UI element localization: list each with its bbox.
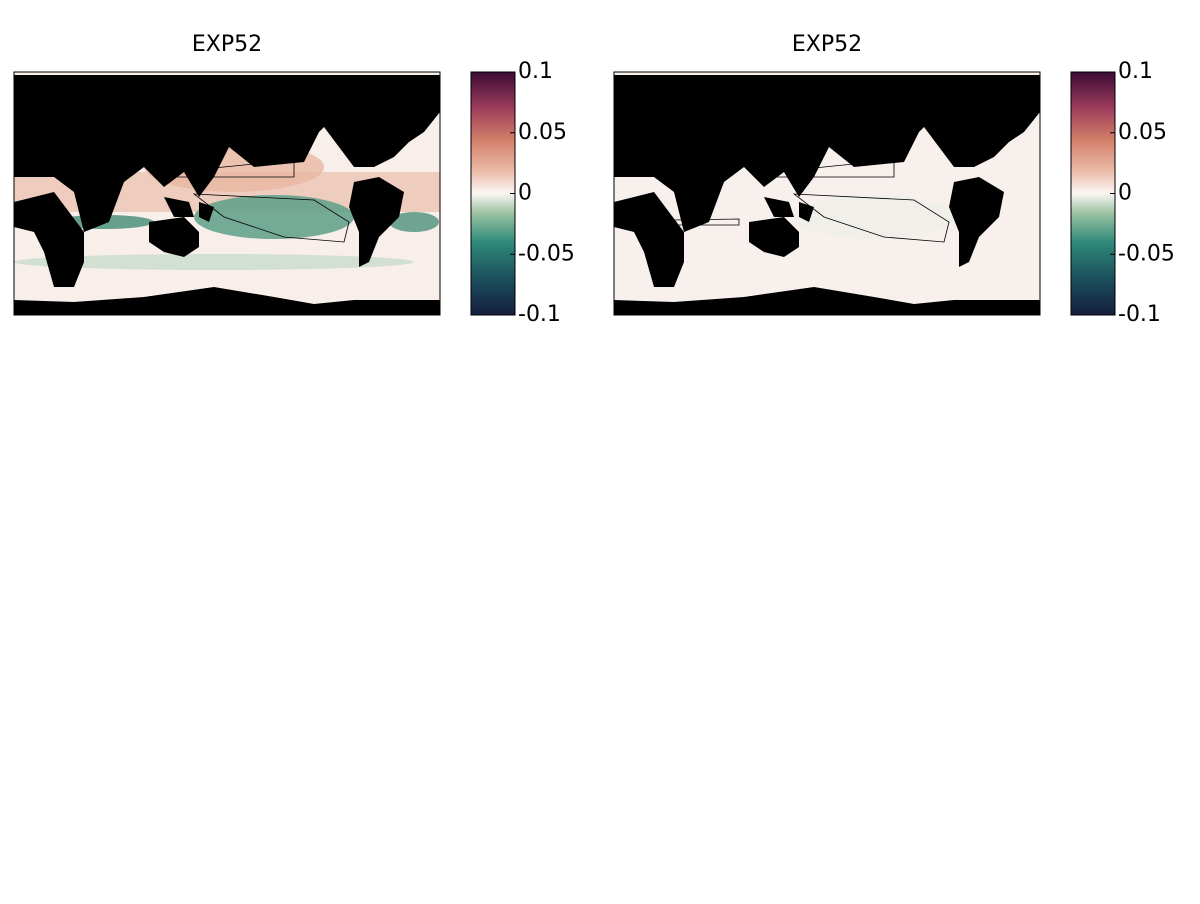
colorbar-tick-label: 0 — [1118, 181, 1132, 206]
colorbar-tick-label: 0 — [518, 181, 532, 206]
colorbar-tick-label: 0.1 — [518, 59, 553, 84]
colorbar-2 — [1070, 71, 1116, 316]
colorbar-tick-label: -0.1 — [1118, 302, 1161, 327]
colorbar-tick-label: -0.05 — [1118, 241, 1175, 266]
colorbar-tick-label: 0.05 — [1118, 120, 1167, 145]
panel-title: EXP52 — [792, 32, 862, 57]
panel-title: EXP52 — [192, 32, 262, 57]
colorbar-tick-label: -0.05 — [518, 241, 575, 266]
colorbar-1 — [470, 71, 516, 316]
colorbar-tick-label: -0.1 — [518, 302, 561, 327]
map-panel-2 — [613, 71, 1041, 316]
map-panel-1 — [13, 71, 441, 316]
colorbar-tick-label: 0.05 — [518, 120, 567, 145]
colorbar-tick-label: 0.1 — [1118, 59, 1153, 84]
